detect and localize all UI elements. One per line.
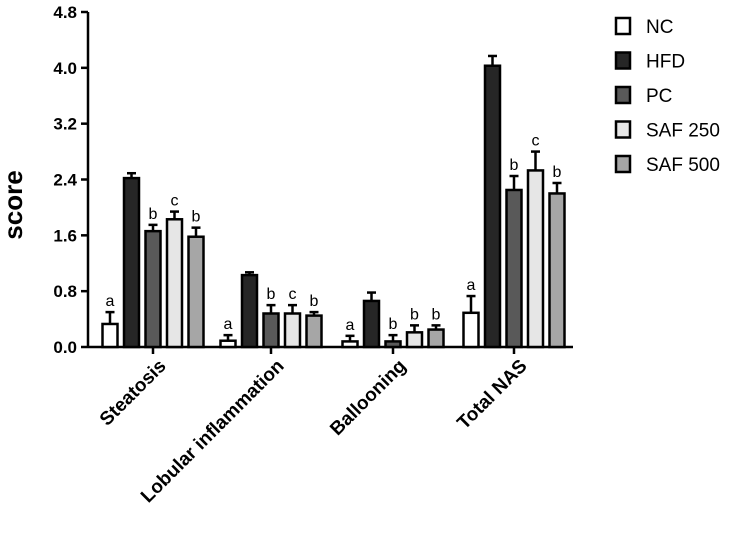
bar [362,299,381,349]
bar [526,169,545,349]
bar [240,273,259,349]
significance-label: a [346,317,355,334]
y-tick-label: 0.0 [53,338,77,357]
legend-label: SAF 500 [646,155,720,176]
legend-label: NC [646,17,673,38]
significance-label: b [310,293,319,310]
x-tick-label: Steatosis [96,356,171,431]
significance-label: b [267,286,276,303]
y-tick-label: 0.8 [53,282,77,301]
significance-label: b [510,157,519,174]
y-axis: 0.0 0.8 1.6 2.4 3.2 4.0 4.8 [53,3,90,357]
y-tick-label: 3.2 [53,115,77,134]
y-tick-label: 2.4 [53,171,77,190]
legend-swatch [614,154,632,174]
significance-label: b [553,164,562,181]
bar [122,176,141,349]
significance-label: b [149,206,158,223]
legend: NC HFD PC SAF 250 SAF 500 [614,16,720,176]
legend-swatch [614,120,632,139]
significance-label: b [432,306,441,323]
bar [262,312,280,349]
bar [384,340,402,349]
legend-swatch [614,16,632,36]
y-tick-label: 4.8 [53,3,77,22]
bar [483,64,502,349]
bar [405,331,424,349]
significance-label: a [467,277,476,294]
legend-swatch [614,85,632,105]
bar [462,311,480,349]
significance-label: c [289,286,297,303]
legend-label: PC [646,86,672,107]
significance-label: b [192,209,201,226]
bar [548,192,566,349]
bar [101,322,119,349]
significance-label: b [389,316,398,333]
y-tick-label: 4.0 [53,59,77,78]
significance-label: c [171,193,179,210]
bar [305,314,323,349]
bar [144,229,162,349]
significance-label: c [532,133,540,150]
significance-label: a [224,316,233,333]
bar [341,340,359,349]
x-tick-label: Ballooning [326,356,410,440]
bar [165,218,184,349]
bar [283,312,302,349]
bar [505,188,523,349]
y-axis-label: score [0,170,28,239]
bar [219,339,237,349]
bar [187,235,205,349]
legend-label: SAF 250 [646,121,720,142]
significance-label: a [106,293,115,310]
legend-swatch [614,51,632,70]
x-tick-label: Total NAS [453,356,531,434]
legend-label: HFD [646,52,685,73]
bar [427,328,445,349]
y-tick-label: 1.6 [53,226,77,245]
significance-label: b [410,306,419,323]
